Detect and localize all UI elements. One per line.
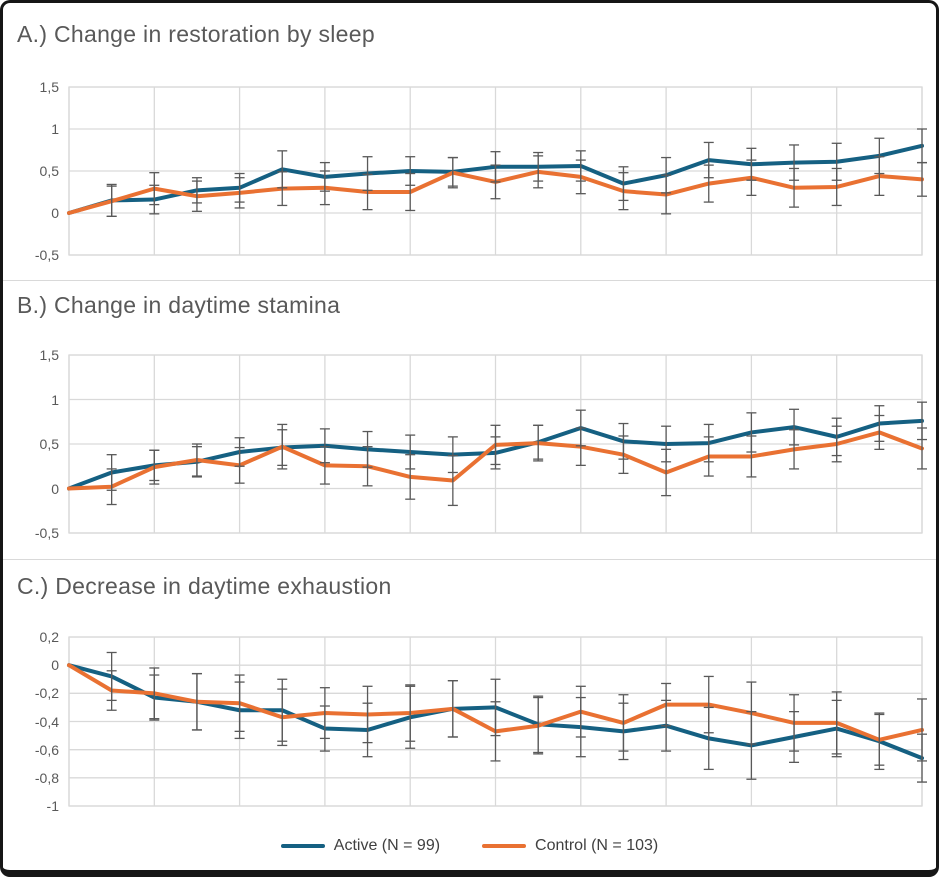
panel-divider [3,280,936,281]
y-axis-tick-label: -0,5 [34,525,59,541]
legend: Active (N = 99) Control (N = 103) [3,837,936,855]
error-bar [661,682,672,727]
y-axis-tick-label: 0,5 [39,436,59,452]
chart-canvas [67,636,927,807]
y-axis-tick-label: -0,5 [34,247,59,263]
error-bar [362,685,373,744]
error-bar [277,423,288,470]
chart-title-c: C.) Decrease in daytime exhaustion [17,573,392,599]
error-bar [789,167,800,208]
error-bar [191,443,202,477]
error-bar [533,424,544,462]
chart-title-a: A.) Change in restoration by sleep [17,21,375,47]
legend-item-active: Active (N = 99) [280,837,441,855]
error-bar [149,172,160,206]
error-bar [618,435,629,475]
error-bar [191,180,202,212]
y-axis-tick-label: 0,2 [39,629,59,645]
error-bar [362,446,373,487]
error-bar [447,680,458,738]
y-axis-tick-label: -0,2 [34,685,59,702]
error-bar [106,468,117,506]
error-bar [874,156,885,197]
legend-item-control: Control (N = 103) [482,837,658,855]
error-bar [106,185,117,218]
error-bar [234,446,245,484]
y-axis-tick-label: 1 [51,121,59,137]
error-bar [575,685,586,738]
error-bar [490,701,501,762]
legend-label-control: Control (N = 103) [535,837,659,854]
error-bar [831,167,842,207]
error-bar [618,172,629,211]
error-bar [234,177,245,209]
error-bar [703,436,714,477]
error-bar [618,694,629,752]
error-bar [533,696,544,755]
error-bar [575,427,586,467]
error-bar [661,174,672,215]
chart-title-b: B.) Change in daytime stamina [17,292,341,318]
y-axis-tick-label: -0,4 [34,713,59,730]
error-bar [149,449,160,485]
error-bar [447,156,458,189]
error-bar [106,670,117,711]
error-bar [319,446,330,485]
error-bar [831,691,842,755]
error-bar [405,172,416,212]
legend-line-control-icon [482,844,527,848]
error-bar [789,694,800,752]
error-bar [234,674,245,733]
error-bar [490,424,501,466]
error-bar [575,159,586,195]
y-axis-tick-label: 0,5 [39,163,59,179]
error-bar [917,698,927,762]
chart-canvas [67,86,927,256]
y-axis-tick-label: 0 [51,205,59,221]
error-bar [447,454,458,507]
chart-c-plot [67,636,927,807]
y-axis-tick-label: -1 [46,798,59,814]
chart-canvas [67,354,927,534]
error-bar [149,667,160,720]
error-bar [703,675,714,734]
legend-label-active: Active (N = 99) [333,837,441,854]
y-axis-tick-label: -0,6 [34,741,59,758]
error-bar [703,164,714,203]
error-bar [917,427,927,470]
error-bar [746,159,757,197]
error-bar [319,687,330,740]
panel-divider [3,559,936,560]
chart-a-plot [67,86,927,256]
error-bar [831,425,842,463]
y-axis-tick-label: 0 [51,480,59,497]
y-axis-tick-label: 1 [51,391,59,408]
y-axis-tick-label: -0,8 [34,769,59,786]
error-bar [917,161,927,197]
error-bar [319,170,330,206]
error-bar [362,173,373,211]
error-bar [490,164,501,200]
error-bar [277,171,288,207]
error-bar [746,435,757,478]
error-bar [405,684,416,742]
y-axis-tick-label: 0 [51,657,59,674]
error-bar [789,429,800,470]
error-bar [191,672,202,731]
chart-b-plot [67,354,927,534]
error-bar [661,448,672,497]
error-bar [277,688,288,747]
error-bar [874,713,885,766]
error-bar [533,155,544,189]
y-axis-tick-label: 1,5 [39,79,59,95]
error-bar [405,454,416,500]
error-bar [874,414,885,450]
y-axis-tick-label: 1,5 [39,347,59,363]
error-bar [746,681,757,745]
legend-line-active-icon [280,844,325,848]
